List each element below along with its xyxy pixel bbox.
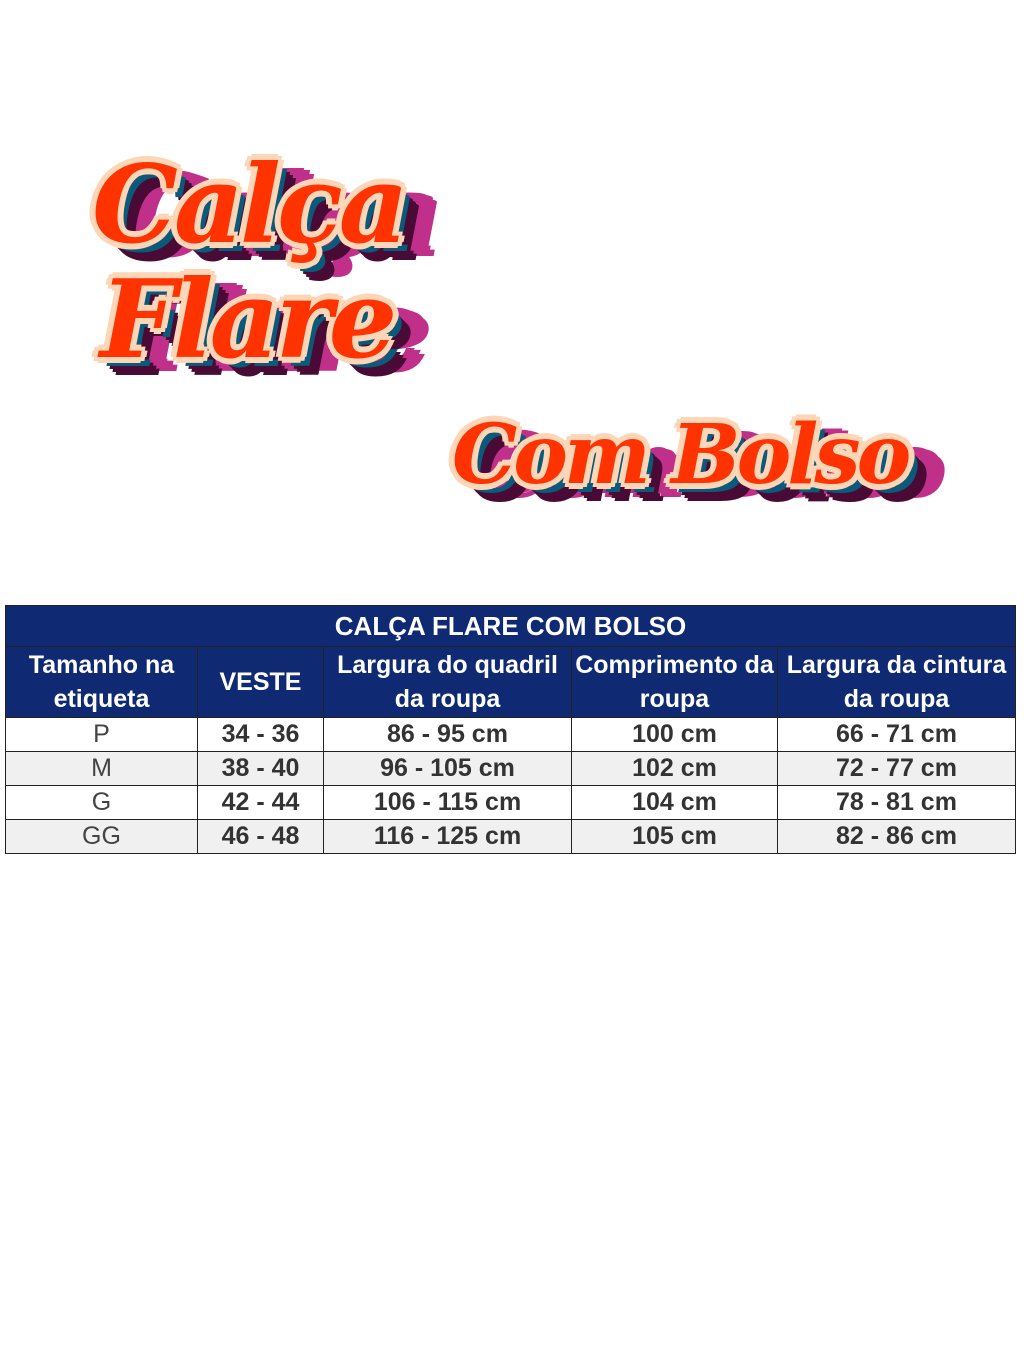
table-cell: G — [5, 785, 198, 820]
heading-calca: Calça — [92, 142, 409, 268]
table-row: GG 46 - 48 116 - 125 cm 105 cm 82 - 86 cm — [5, 819, 1016, 854]
table-cell: 72 - 77 cm — [777, 751, 1016, 786]
table-cell: 46 - 48 — [197, 819, 324, 854]
table-cell: 104 cm — [571, 785, 778, 820]
table-row: M 38 - 40 96 - 105 cm 102 cm 72 - 77 cm — [5, 751, 1016, 786]
table-row: G 42 - 44 106 - 115 cm 104 cm 78 - 81 cm — [5, 785, 1016, 820]
table-row: P 34 - 36 86 - 95 cm 100 cm 66 - 71 cm — [5, 717, 1016, 752]
table-cell: P — [5, 717, 198, 752]
heading-flare: Flare — [100, 257, 397, 383]
table-cell: 38 - 40 — [197, 751, 324, 786]
column-header: Largura do quadril da roupa — [323, 646, 572, 718]
size-chart-table: CALÇA FLARE COM BOLSO Tamanho na etiquet… — [5, 605, 1016, 854]
column-header: Tamanho na etiqueta — [5, 646, 198, 718]
table-cell: 82 - 86 cm — [777, 819, 1016, 854]
table-title: CALÇA FLARE COM BOLSO — [5, 605, 1016, 647]
table-cell: 102 cm — [571, 751, 778, 786]
table-cell: 34 - 36 — [197, 717, 324, 752]
heading-com-bolso: Com Bolso — [452, 407, 911, 503]
table-cell: 78 - 81 cm — [777, 785, 1016, 820]
column-header: Largura da cintura da roupa — [777, 646, 1016, 718]
column-header: Comprimento da roupa — [571, 646, 778, 718]
table-cell: M — [5, 751, 198, 786]
table-cell: 42 - 44 — [197, 785, 324, 820]
table-cell: 106 - 115 cm — [323, 785, 572, 820]
table-cell: 105 cm — [571, 819, 778, 854]
column-header: VESTE — [197, 646, 324, 718]
table-cell: 86 - 95 cm — [323, 717, 572, 752]
table-cell: GG — [5, 819, 198, 854]
table-cell: 116 - 125 cm — [323, 819, 572, 854]
table-cell: 66 - 71 cm — [777, 717, 1016, 752]
table-cell: 100 cm — [571, 717, 778, 752]
table-cell: 96 - 105 cm — [323, 751, 572, 786]
